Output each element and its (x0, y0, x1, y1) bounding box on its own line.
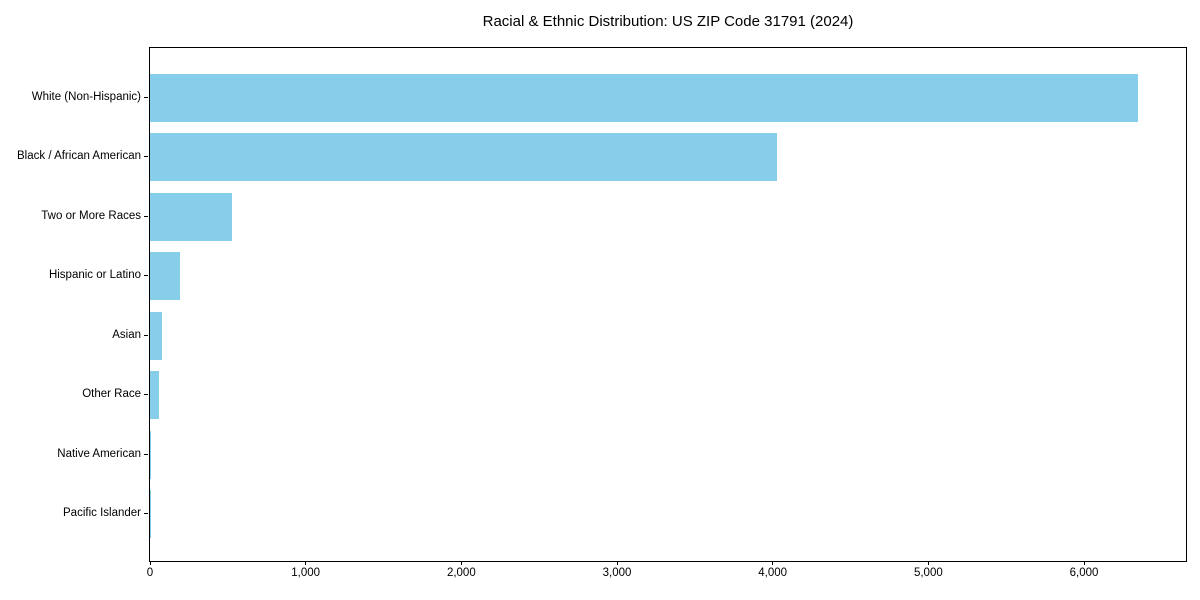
x-tick-mark (927, 561, 929, 565)
x-tick-label: 6,000 (1069, 567, 1099, 579)
x-tick-mark (772, 561, 774, 565)
bar (150, 252, 181, 301)
y-tick-mark (144, 394, 148, 396)
y-tick-label: Other Race (82, 388, 141, 401)
x-tick-mark (1083, 561, 1085, 565)
x-tick-label: 3,000 (602, 567, 632, 579)
y-tick-label: Asian (112, 328, 141, 341)
x-tick-label: 4,000 (758, 567, 788, 579)
bar (150, 133, 777, 182)
y-tick-label: White (Non-Hispanic) (31, 91, 141, 103)
y-tick-label: Two or More Races (41, 209, 141, 222)
y-tick-mark (144, 97, 148, 98)
y-tick-label: Hispanic or Latino (48, 269, 141, 282)
y-tick-mark (144, 334, 148, 336)
y-tick-label: Black / African American (17, 150, 141, 163)
x-tick-label: 0 (146, 567, 154, 579)
x-tick-mark (149, 561, 151, 565)
bar (150, 192, 232, 241)
y-tick-mark (144, 275, 148, 277)
x-tick-label: 5,000 (913, 567, 943, 579)
bar (150, 430, 152, 479)
y-tick-mark (144, 156, 148, 158)
y-tick-mark (144, 215, 148, 217)
x-tick-label: 1,000 (291, 567, 321, 579)
y-tick-label: Pacific Islander (63, 507, 141, 520)
x-tick-mark (305, 561, 307, 565)
bar (150, 311, 163, 360)
chart-title: Racial & Ethnic Distribution: US ZIP Cod… (482, 13, 854, 30)
bar (150, 74, 1139, 122)
x-tick-label: 2,000 (446, 567, 476, 579)
plot-area: 0 1,000 2,000 3,000 4,000 5,000 6,000 (147, 47, 1187, 579)
x-tick-mark (460, 561, 462, 565)
y-tick-mark (144, 453, 148, 455)
y-tick-mark (144, 513, 148, 515)
x-tick-mark (616, 561, 618, 565)
y-tick-label: Native American (57, 447, 141, 460)
bar (150, 371, 159, 420)
